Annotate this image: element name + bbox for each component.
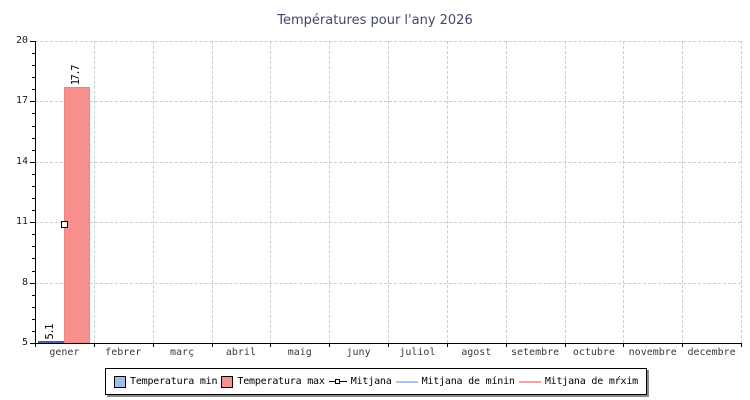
y-tick-label: 11 <box>15 216 28 228</box>
x-tick <box>388 343 389 347</box>
v-gridline <box>270 41 272 343</box>
v-gridline <box>152 41 154 343</box>
y-minor-tick <box>32 65 35 67</box>
h-gridline <box>35 222 741 224</box>
v-gridline <box>623 41 625 343</box>
x-tick <box>505 343 507 347</box>
v-gridline <box>564 41 566 343</box>
legend-label: Mitjana <box>350 376 392 387</box>
x-tick-label: gener <box>49 347 80 358</box>
y-minor-tick <box>32 89 35 91</box>
y-minor-tick <box>32 77 35 79</box>
y-minor-tick <box>32 294 35 296</box>
red-swatch-icon <box>221 375 234 388</box>
legend-label: Mitjana de mŕxim <box>544 376 638 387</box>
v-gridline <box>388 41 389 343</box>
blue-line-icon <box>395 380 418 383</box>
x-tick <box>682 343 684 347</box>
x-tick <box>329 343 331 347</box>
h-gridline <box>35 282 741 284</box>
chart-title: Températures pour l'any 2026 <box>277 13 473 28</box>
h-gridline <box>35 161 741 163</box>
mitjana-marker <box>60 220 68 228</box>
legend-label: Mitjana de mínin <box>421 376 515 387</box>
x-tick-label: febrer <box>105 347 142 358</box>
y-minor-tick <box>32 234 35 236</box>
y-tick <box>30 161 35 163</box>
x-tick-label: maig <box>287 347 312 358</box>
x-tick-label: abril <box>225 347 256 358</box>
v-gridline <box>505 41 507 343</box>
y-minor-tick <box>32 270 35 272</box>
legend: Temperatura min Temperatura max Mitjana … <box>105 368 647 395</box>
legend-item-mitjana-minin: Mitjana de mínin <box>395 376 515 387</box>
bar-temperatura-max <box>64 87 91 343</box>
marker-square <box>334 379 340 384</box>
bar-temperatura-min <box>38 340 65 343</box>
legend-item-temperatura-max: Temperatura max <box>221 375 325 388</box>
y-tick <box>30 222 35 224</box>
y-minor-tick <box>32 210 35 212</box>
y-minor-tick <box>32 185 35 187</box>
y-tick-label: 8 <box>21 276 28 288</box>
v-gridline <box>93 41 95 343</box>
x-tick <box>152 343 154 347</box>
x-tick-label: setembre <box>510 347 560 358</box>
bar-value-label: 5.1 <box>44 324 57 339</box>
legend-item-mitjana-maxim: Mitjana de mŕxim <box>518 376 638 387</box>
y-tick-label: 5 <box>21 337 28 348</box>
x-tick <box>211 343 213 347</box>
v-gridline <box>329 41 331 343</box>
v-gridline <box>211 41 213 343</box>
x-tick-label: juny <box>346 347 371 358</box>
y-minor-tick <box>32 246 35 248</box>
legend-label: Temperatura max <box>237 376 325 387</box>
y-minor-tick <box>32 306 35 308</box>
x-tick <box>35 343 36 347</box>
y-minor-tick <box>32 125 35 127</box>
h-gridline <box>35 101 741 103</box>
y-minor-tick <box>32 53 35 55</box>
y-minor-tick <box>32 173 35 175</box>
x-tick-label: agost <box>461 347 492 358</box>
x-tick <box>564 343 566 347</box>
y-tick-label: 17 <box>15 95 28 107</box>
y-tick <box>30 282 35 284</box>
v-gridline <box>741 41 742 343</box>
x-tick-label: decembre <box>687 347 736 358</box>
y-tick-label: 14 <box>15 155 28 167</box>
square-marker-icon <box>328 378 347 385</box>
h-gridline <box>35 41 741 42</box>
y-minor-tick <box>32 198 35 200</box>
v-gridline <box>446 41 448 343</box>
y-minor-tick <box>32 330 35 332</box>
x-tick <box>446 343 448 347</box>
y-tick <box>30 101 35 103</box>
blue-swatch-icon <box>114 375 126 388</box>
legend-item-temperatura-min: Temperatura min <box>114 375 218 388</box>
x-tick <box>623 343 625 347</box>
x-tick-label: març <box>170 347 195 358</box>
y-minor-tick <box>32 318 35 320</box>
x-tick-label: juliol <box>399 347 436 358</box>
y-minor-tick <box>32 113 35 115</box>
x-tick <box>270 343 272 347</box>
v-gridline <box>682 41 684 343</box>
y-tick-label: 20 <box>15 35 28 46</box>
y-minor-tick <box>32 258 35 260</box>
x-tick-label: octubre <box>572 347 615 358</box>
y-tick <box>30 41 35 42</box>
pink-line-icon <box>518 380 541 383</box>
y-minor-tick <box>32 137 35 139</box>
y-minor-tick <box>32 149 35 151</box>
legend-item-mitjana: Mitjana <box>328 376 392 387</box>
x-tick-label: novembre <box>628 347 677 358</box>
bar-value-label: 17.7 <box>70 66 83 86</box>
x-tick <box>93 343 95 347</box>
legend-label: Temperatura min <box>130 376 218 387</box>
y-axis <box>35 41 36 344</box>
y-tick <box>30 343 35 344</box>
x-tick <box>741 343 742 347</box>
